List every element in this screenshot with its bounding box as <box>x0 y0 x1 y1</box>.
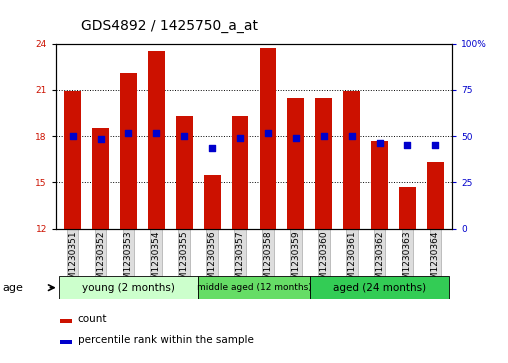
Text: middle aged (12 months): middle aged (12 months) <box>197 283 311 292</box>
Bar <box>64 91 81 229</box>
Bar <box>60 319 72 323</box>
Point <box>320 133 328 139</box>
Bar <box>399 187 416 229</box>
Bar <box>260 48 276 229</box>
Point <box>403 143 411 148</box>
Bar <box>204 175 220 229</box>
Point <box>292 135 300 140</box>
Bar <box>58 276 198 299</box>
Point <box>180 133 188 139</box>
Bar <box>232 116 248 229</box>
Point <box>124 130 133 136</box>
Point <box>347 133 356 139</box>
Text: aged (24 months): aged (24 months) <box>333 283 426 293</box>
Bar <box>176 116 193 229</box>
Point <box>431 142 439 147</box>
Point <box>375 140 384 146</box>
Text: age: age <box>3 283 23 293</box>
Point <box>69 133 77 139</box>
Bar <box>148 51 165 229</box>
Bar <box>315 98 332 229</box>
Text: young (2 months): young (2 months) <box>82 283 175 293</box>
Bar <box>343 91 360 229</box>
Text: percentile rank within the sample: percentile rank within the sample <box>78 335 253 345</box>
Point <box>208 146 216 151</box>
Point <box>97 136 105 142</box>
Text: GDS4892 / 1425750_a_at: GDS4892 / 1425750_a_at <box>81 19 258 33</box>
Bar <box>371 141 388 229</box>
Bar <box>198 276 310 299</box>
Text: count: count <box>78 314 107 324</box>
Bar <box>120 73 137 229</box>
Point <box>152 130 161 136</box>
Bar <box>310 276 450 299</box>
Bar <box>288 98 304 229</box>
Bar <box>60 340 72 344</box>
Point <box>236 135 244 140</box>
Point <box>264 130 272 136</box>
Bar <box>427 162 444 229</box>
Bar <box>92 129 109 229</box>
